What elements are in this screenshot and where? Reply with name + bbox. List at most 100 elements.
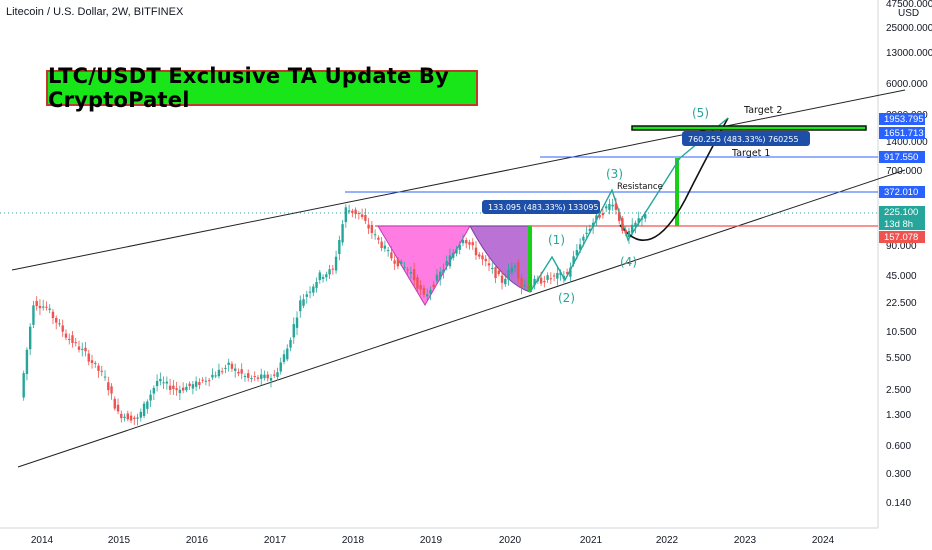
candle-body — [556, 273, 559, 279]
price-tick-label: 5.500 — [886, 353, 911, 364]
time-tick-label: 2015 — [108, 535, 131, 546]
candle-body — [552, 275, 556, 277]
target-2-box — [631, 125, 867, 131]
elliott-wave-path — [529, 157, 681, 293]
candle-body — [256, 377, 260, 379]
wave-2-label: (2) — [558, 291, 575, 305]
candle-body — [146, 401, 149, 409]
candle-body — [243, 375, 247, 377]
candle-body — [97, 365, 100, 371]
candle-body — [113, 398, 116, 409]
time-tick-label: 2018 — [342, 535, 365, 546]
candle-body — [595, 215, 598, 221]
lower-channel-line — [17, 169, 906, 468]
price-tag — [879, 186, 925, 198]
candle-body — [347, 210, 351, 212]
candle-body — [533, 279, 536, 286]
candle-body — [575, 250, 579, 256]
candle-body — [149, 394, 152, 401]
price-tag — [879, 218, 925, 230]
target-2-label: Target 2 — [743, 105, 782, 116]
candle-body — [224, 367, 227, 369]
candle-body — [435, 274, 439, 281]
candles-group — [22, 197, 647, 426]
measure-tooltip-2-text: 760.255 (483.33%) 760255 — [688, 135, 799, 144]
candle-body — [22, 373, 25, 398]
candle-body — [240, 369, 243, 374]
candle-body — [608, 203, 611, 210]
candle-body — [188, 383, 191, 387]
price-tag-label: 372.010 — [884, 187, 918, 198]
time-tick-label: 2014 — [31, 535, 54, 546]
price-tag — [879, 231, 925, 243]
candle-body — [175, 388, 178, 391]
candle-body — [71, 335, 74, 344]
candle-body — [220, 371, 224, 373]
time-tick-label: 2024 — [812, 535, 835, 546]
candle-body — [299, 300, 302, 312]
candle-body — [380, 241, 383, 249]
candle-body — [302, 299, 305, 306]
price-tick-label: 1.300 — [886, 410, 911, 421]
price-tag — [879, 151, 925, 163]
candle-body — [513, 265, 517, 267]
symbol-title: Litecoin / U.S. Dollar, 2W, BITFINEX — [6, 6, 184, 18]
candle-body — [32, 305, 35, 325]
candle-body — [370, 224, 374, 233]
candle-body — [357, 213, 361, 215]
candle-body — [526, 286, 530, 288]
candle-body — [445, 260, 448, 266]
candle-body — [354, 209, 357, 214]
price-tick-label: 25000.000 — [886, 23, 932, 34]
candle-body — [416, 277, 419, 289]
candle-body — [74, 342, 77, 344]
candle-body — [637, 218, 640, 223]
price-tick-label: 700.000 — [886, 166, 923, 177]
candle-body — [217, 369, 221, 377]
wave-1-label: (1) — [548, 233, 565, 247]
price-tag — [879, 206, 925, 218]
candle-body — [273, 374, 276, 376]
candle-body — [211, 374, 214, 378]
candle-body — [247, 373, 250, 378]
candle-body — [168, 385, 172, 390]
candle-body — [120, 413, 123, 419]
time-tick-label: 2022 — [656, 535, 679, 546]
candle-body — [315, 281, 318, 288]
candle-body — [631, 224, 634, 233]
candle-body — [634, 222, 637, 227]
candle-body — [159, 378, 162, 382]
candle-body — [588, 228, 592, 232]
candle-body — [194, 381, 198, 387]
candle-body — [260, 374, 263, 379]
price-tick-label: 13000.000 — [886, 48, 932, 59]
candle-body — [429, 289, 432, 294]
candle-body — [367, 224, 370, 229]
candle-body — [81, 348, 84, 350]
candle-body — [604, 206, 608, 209]
time-tick-label: 2020 — [499, 535, 522, 546]
price-tick-label: 0.600 — [886, 441, 911, 452]
time-tick-label: 2021 — [580, 535, 603, 546]
candle-body — [38, 305, 42, 309]
candle-body — [455, 249, 458, 254]
candle-body — [559, 272, 562, 275]
candle-body — [68, 338, 71, 340]
candle-body — [409, 272, 413, 274]
candle-body — [142, 403, 146, 417]
candle-body — [191, 384, 195, 389]
price-tick-label: 90.000 — [886, 241, 917, 252]
wave-5-label: (5) — [692, 106, 709, 120]
candle-body — [406, 269, 409, 271]
candle-body — [334, 256, 338, 271]
candle-body — [412, 269, 416, 281]
candle-body — [28, 326, 32, 350]
candle-body — [627, 230, 631, 238]
price-tag — [879, 127, 925, 139]
candle-body — [403, 267, 406, 269]
price-axis: 47500.00025000.00013000.0006000.0002800.… — [886, 0, 932, 509]
time-axis: 2014 2015 2016 2017 2018 2019 2020 2021 2022 2023… — [31, 535, 835, 546]
candle-body — [484, 258, 487, 262]
candle-body — [263, 374, 266, 379]
